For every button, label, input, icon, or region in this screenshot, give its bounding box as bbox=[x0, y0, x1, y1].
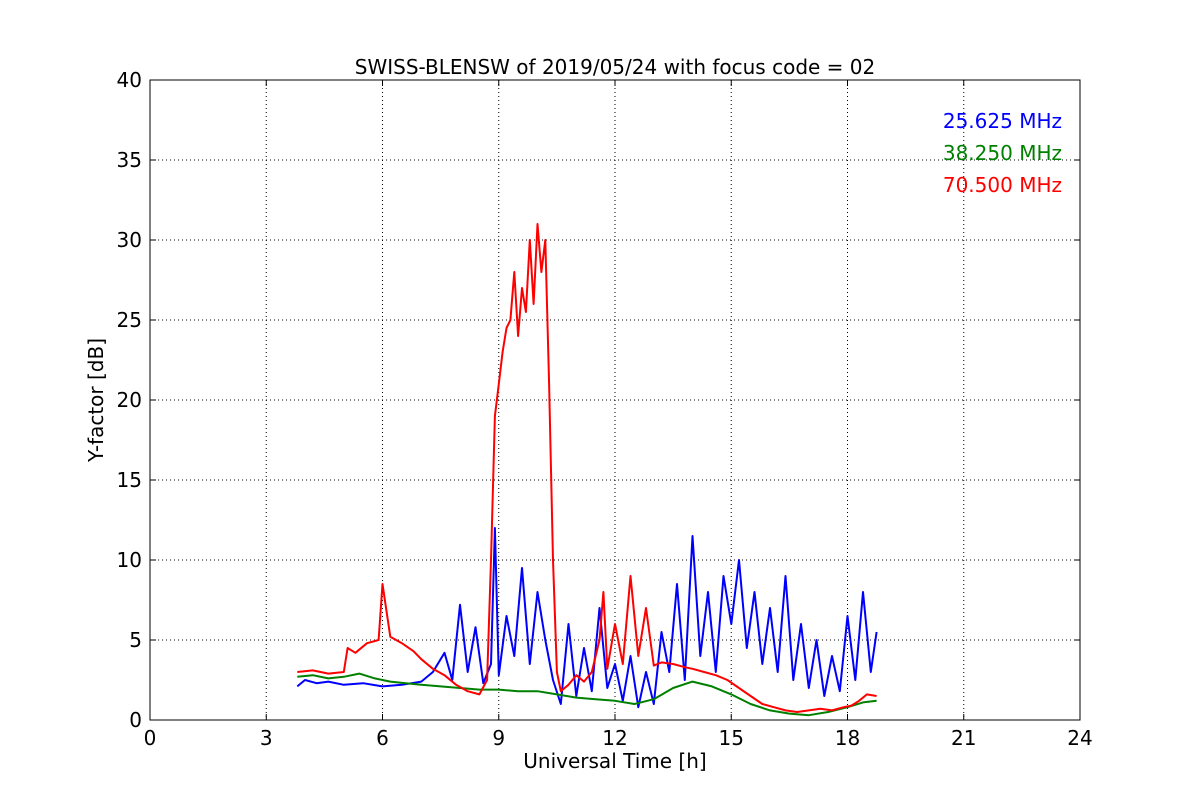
legend-label: 25.625 MHz bbox=[943, 109, 1062, 133]
y-tick-label: 0 bbox=[129, 708, 142, 732]
x-tick-label: 21 bbox=[951, 726, 976, 750]
y-tick-label: 5 bbox=[129, 628, 142, 652]
series-line-1 bbox=[296, 527, 878, 709]
legend-label: 38.250 MHz bbox=[943, 141, 1062, 165]
x-tick-label: 0 bbox=[144, 726, 157, 750]
series-line-2 bbox=[297, 672, 877, 717]
x-tick-label: 9 bbox=[492, 726, 505, 750]
chart-title: SWISS-BLENSW of 2019/05/24 with focus co… bbox=[355, 55, 876, 79]
x-tick-label: 18 bbox=[835, 726, 860, 750]
series-line-3 bbox=[297, 223, 877, 713]
tick-layer: 0 3 6 9 12 15 18 21 24 0 5 10 15 20 25 30 35 40 bbox=[117, 68, 1093, 750]
x-tick-label: 6 bbox=[376, 726, 389, 750]
y-tick-label: 40 bbox=[117, 68, 142, 92]
legend: 25.625 MHz 38.250 MHz 70.500 MHz bbox=[943, 109, 1062, 197]
grid bbox=[150, 80, 1080, 720]
y-tick-label: 30 bbox=[117, 228, 142, 252]
x-tick-label: 3 bbox=[260, 726, 273, 750]
y-tick-label: 20 bbox=[117, 388, 142, 412]
legend-label: 70.500 MHz bbox=[943, 173, 1062, 197]
x-tick-label: 24 bbox=[1067, 726, 1092, 750]
y-tick-label: 15 bbox=[117, 468, 142, 492]
x-tick-label: 15 bbox=[719, 726, 744, 750]
x-tick-label: 12 bbox=[602, 726, 627, 750]
y-tick-label: 35 bbox=[117, 148, 142, 172]
y-tick-label: 25 bbox=[117, 308, 142, 332]
y-tick-label: 10 bbox=[117, 548, 142, 572]
series-layer bbox=[296, 223, 878, 717]
y-axis-title: Y-factor [dB] bbox=[84, 338, 108, 463]
x-axis-title: Universal Time [h] bbox=[523, 749, 706, 773]
